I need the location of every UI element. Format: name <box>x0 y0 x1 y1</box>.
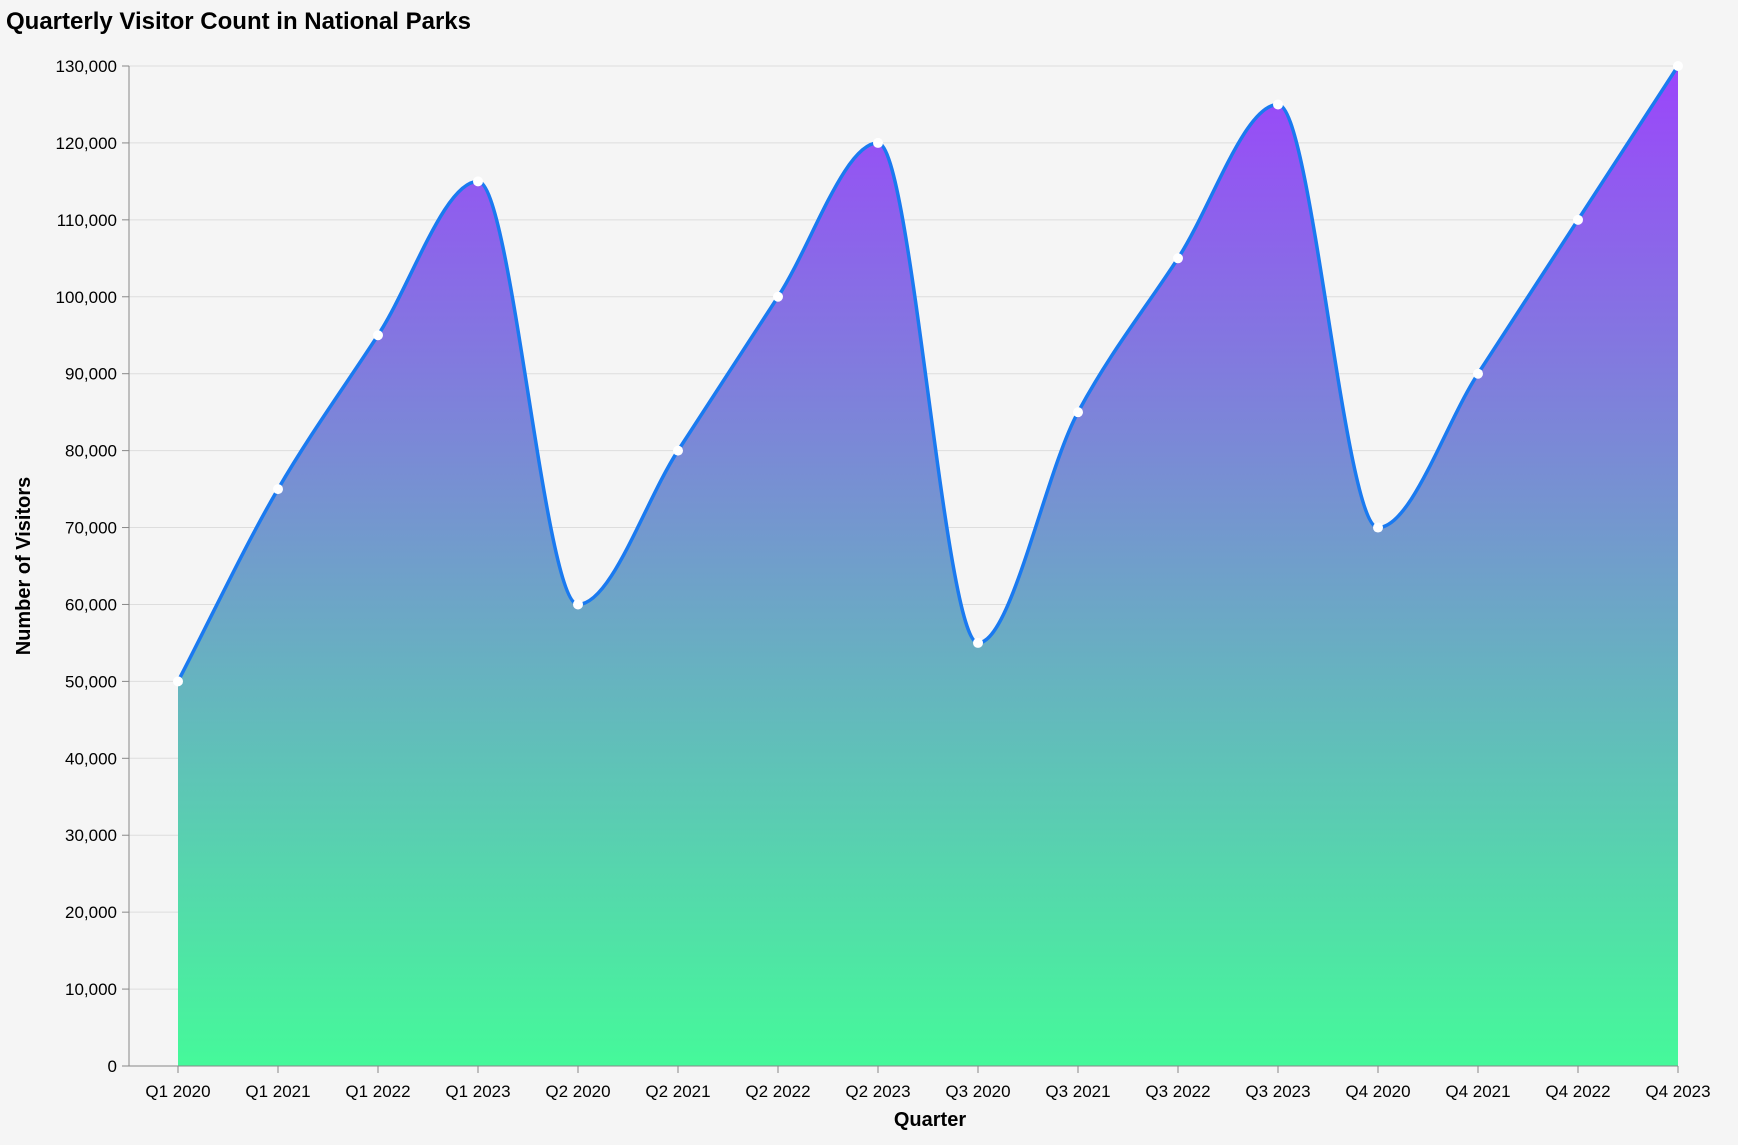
data-point[interactable] <box>173 676 183 687</box>
y-tick-label: 10,000 <box>65 980 117 999</box>
data-point[interactable] <box>1273 99 1283 110</box>
y-tick-label: 100,000 <box>56 288 117 307</box>
data-point[interactable] <box>773 291 783 302</box>
y-tick-label: 80,000 <box>65 442 117 461</box>
x-tick-label: Q4 2020 <box>1345 1082 1410 1101</box>
y-tick-label: 110,000 <box>57 211 117 230</box>
x-tick-label: Q2 2023 <box>845 1082 910 1101</box>
data-point[interactable] <box>1073 407 1083 418</box>
series-line <box>176 65 1680 683</box>
data-point[interactable] <box>1673 61 1683 71</box>
area-fill <box>178 66 1678 1066</box>
x-tick-label: Q3 2022 <box>1145 1082 1210 1101</box>
y-tick-label: 20,000 <box>65 903 117 922</box>
x-tick-label: Q3 2020 <box>945 1082 1010 1101</box>
x-tick-label: Q2 2022 <box>745 1082 810 1101</box>
x-tick-label: Q1 2021 <box>245 1082 310 1101</box>
data-point[interactable] <box>573 599 583 610</box>
data-point[interactable] <box>673 445 683 456</box>
area-layer <box>176 65 1680 1066</box>
y-tick-label: 50,000 <box>65 672 117 691</box>
data-point[interactable] <box>1373 522 1383 533</box>
data-point[interactable] <box>873 137 883 148</box>
y-tick-label: 40,000 <box>65 749 117 768</box>
y-tick-label: 130,000 <box>56 57 117 76</box>
x-tick-label: Q4 2022 <box>1545 1082 1610 1101</box>
y-axis-title: Number of Visitors <box>13 477 35 656</box>
y-tick-label: 70,000 <box>65 519 117 538</box>
x-tick-label: Q1 2022 <box>345 1082 410 1101</box>
data-points <box>173 61 1683 687</box>
x-tick-label: Q1 2023 <box>445 1082 510 1101</box>
data-point[interactable] <box>1173 253 1183 264</box>
data-point[interactable] <box>273 484 283 495</box>
x-tick-label: Q3 2023 <box>1245 1082 1310 1101</box>
y-tick-label: 0 <box>108 1057 117 1076</box>
chart-title: Quarterly Visitor Count in National Park… <box>6 8 471 35</box>
y-tick-label: 90,000 <box>65 365 117 384</box>
x-tick-label: Q4 2023 <box>1645 1082 1710 1101</box>
data-point[interactable] <box>1573 214 1583 225</box>
x-tick-label: Q2 2021 <box>645 1082 710 1101</box>
x-tick-label: Q3 2021 <box>1045 1082 1110 1101</box>
y-tick-label: 60,000 <box>65 595 117 614</box>
data-point[interactable] <box>1473 368 1483 379</box>
x-tick-label: Q4 2021 <box>1445 1082 1510 1101</box>
y-tick-label: 120,000 <box>56 134 117 153</box>
data-point[interactable] <box>973 637 983 648</box>
x-axis-title: Quarter <box>894 1109 966 1131</box>
data-point[interactable] <box>373 330 383 341</box>
x-tick-label: Q2 2020 <box>545 1082 610 1101</box>
x-tick-label: Q1 2020 <box>145 1082 210 1101</box>
data-point[interactable] <box>473 176 483 187</box>
y-tick-label: 30,000 <box>65 826 117 845</box>
axes: 0 10,000 20,000 30,000 40,000 50,000 60,000 70,… <box>56 57 1711 1101</box>
